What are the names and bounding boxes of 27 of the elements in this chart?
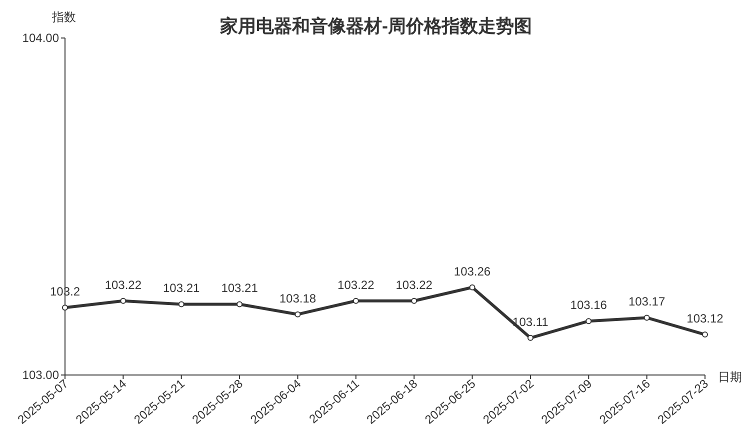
data-label: 103.17 (628, 294, 666, 309)
y-axis-title: 指数 (51, 10, 76, 24)
data-label: 103.21 (163, 281, 200, 296)
point (352, 298, 359, 304)
point (527, 334, 534, 341)
data-label: 103.12 (686, 312, 724, 326)
point (469, 284, 476, 290)
point (178, 301, 184, 308)
data-label: 103.22 (338, 278, 375, 292)
point (644, 314, 650, 321)
point (702, 332, 708, 338)
point (586, 318, 592, 324)
x-axis-title: 日期 (718, 370, 742, 384)
point (236, 301, 243, 308)
point (120, 298, 126, 304)
chart-title: 家用电器和音像器材-周价格指数走势图 (219, 16, 532, 36)
data-label: 103.26 (454, 264, 491, 278)
data-label: 103.18 (279, 291, 316, 306)
y-tick-label: 103.00 (22, 368, 60, 382)
data-label: 103.21 (221, 281, 258, 296)
y-tick-label: 104.00 (22, 31, 60, 45)
point (294, 311, 301, 318)
data-label: 103.16 (570, 298, 608, 312)
data-label: 103.22 (396, 278, 433, 292)
point (62, 304, 68, 311)
point (411, 298, 418, 304)
data-label: 103.22 (104, 278, 142, 292)
